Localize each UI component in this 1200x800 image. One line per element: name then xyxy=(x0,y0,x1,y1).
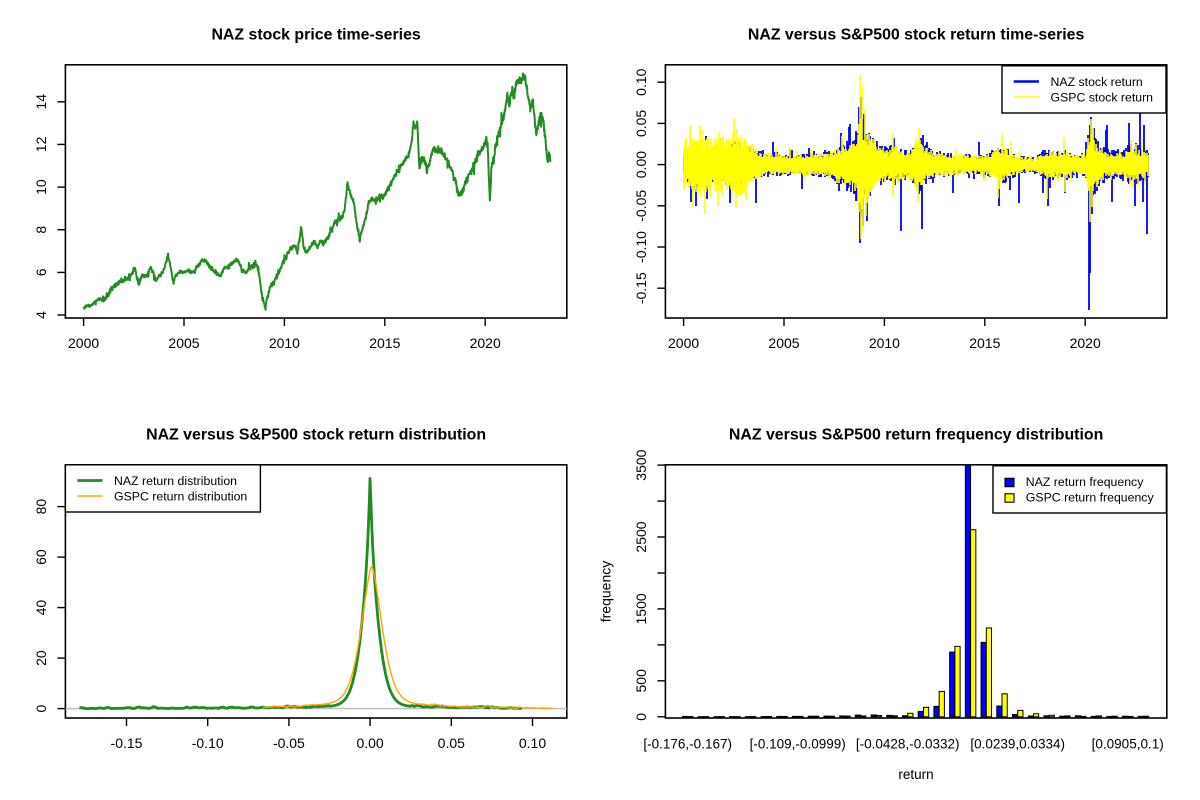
svg-text:0.00: 0.00 xyxy=(356,735,383,751)
svg-text:8: 8 xyxy=(33,226,49,234)
svg-text:0: 0 xyxy=(33,704,49,712)
svg-text:40: 40 xyxy=(33,600,49,616)
svg-text:NAZ stock return: NAZ stock return xyxy=(1051,75,1143,89)
svg-text:NAZ versus S&P500 stock return: NAZ versus S&P500 stock return distribut… xyxy=(146,427,486,444)
svg-text:[0.0239,0.0334): [0.0239,0.0334) xyxy=(970,736,1065,751)
svg-text:NAZ return frequency: NAZ return frequency xyxy=(1026,475,1144,489)
svg-text:0.05: 0.05 xyxy=(438,735,465,751)
svg-text:3500: 3500 xyxy=(633,449,649,480)
svg-text:10: 10 xyxy=(33,179,49,195)
svg-text:[0.0905,0.1): [0.0905,0.1) xyxy=(1092,736,1164,751)
svg-text:0.10: 0.10 xyxy=(633,68,649,95)
svg-text:2015: 2015 xyxy=(969,335,1000,351)
svg-text:1500: 1500 xyxy=(633,593,649,624)
svg-text:[-0.109,-0.0999): [-0.109,-0.0999) xyxy=(750,736,846,751)
svg-text:[-0.176,-0.167): [-0.176,-0.167) xyxy=(643,736,732,751)
svg-text:frequency: frequency xyxy=(598,561,614,622)
svg-text:-0.15: -0.15 xyxy=(633,272,649,304)
svg-text:-0.05: -0.05 xyxy=(633,190,649,222)
svg-text:return: return xyxy=(898,767,933,782)
svg-text:NAZ versus S&P500 stock return: NAZ versus S&P500 stock return time-seri… xyxy=(748,27,1085,44)
svg-text:2015: 2015 xyxy=(369,335,400,351)
svg-text:60: 60 xyxy=(33,549,49,565)
svg-text:-0.10: -0.10 xyxy=(192,735,224,751)
svg-text:GSPC return frequency: GSPC return frequency xyxy=(1026,490,1155,504)
svg-text:GSPC return distribution: GSPC return distribution xyxy=(114,489,247,503)
svg-text:NAZ stock price time-series: NAZ stock price time-series xyxy=(211,27,420,44)
svg-text:2010: 2010 xyxy=(269,335,300,351)
svg-text:14: 14 xyxy=(33,94,49,110)
svg-text:-0.15: -0.15 xyxy=(111,735,143,751)
svg-text:2020: 2020 xyxy=(1070,335,1101,351)
svg-text:-0.05: -0.05 xyxy=(273,735,305,751)
svg-text:2000: 2000 xyxy=(68,335,99,351)
svg-text:-0.10: -0.10 xyxy=(633,231,649,263)
svg-text:2010: 2010 xyxy=(869,335,900,351)
svg-text:4: 4 xyxy=(33,311,49,319)
svg-text:20: 20 xyxy=(33,650,49,666)
svg-text:GSPC stock return: GSPC stock return xyxy=(1051,90,1154,104)
svg-text:0.10: 0.10 xyxy=(519,735,546,751)
svg-text:[-0.0428,-0.0332): [-0.0428,-0.0332) xyxy=(856,736,960,751)
svg-text:2005: 2005 xyxy=(768,335,799,351)
svg-text:NAZ return distribution: NAZ return distribution xyxy=(114,474,237,488)
svg-text:0: 0 xyxy=(633,713,649,721)
svg-text:2005: 2005 xyxy=(168,335,199,351)
svg-text:2000: 2000 xyxy=(668,335,699,351)
svg-text:2020: 2020 xyxy=(470,335,501,351)
svg-text:500: 500 xyxy=(633,669,649,693)
svg-text:6: 6 xyxy=(33,268,49,276)
svg-text:NAZ versus S&P500 return frequ: NAZ versus S&P500 return frequency distr… xyxy=(729,427,1103,444)
svg-text:2500: 2500 xyxy=(633,521,649,552)
svg-text:80: 80 xyxy=(33,499,49,515)
svg-text:0.00: 0.00 xyxy=(633,151,649,178)
svg-text:0.05: 0.05 xyxy=(633,110,649,137)
svg-text:12: 12 xyxy=(33,136,49,152)
